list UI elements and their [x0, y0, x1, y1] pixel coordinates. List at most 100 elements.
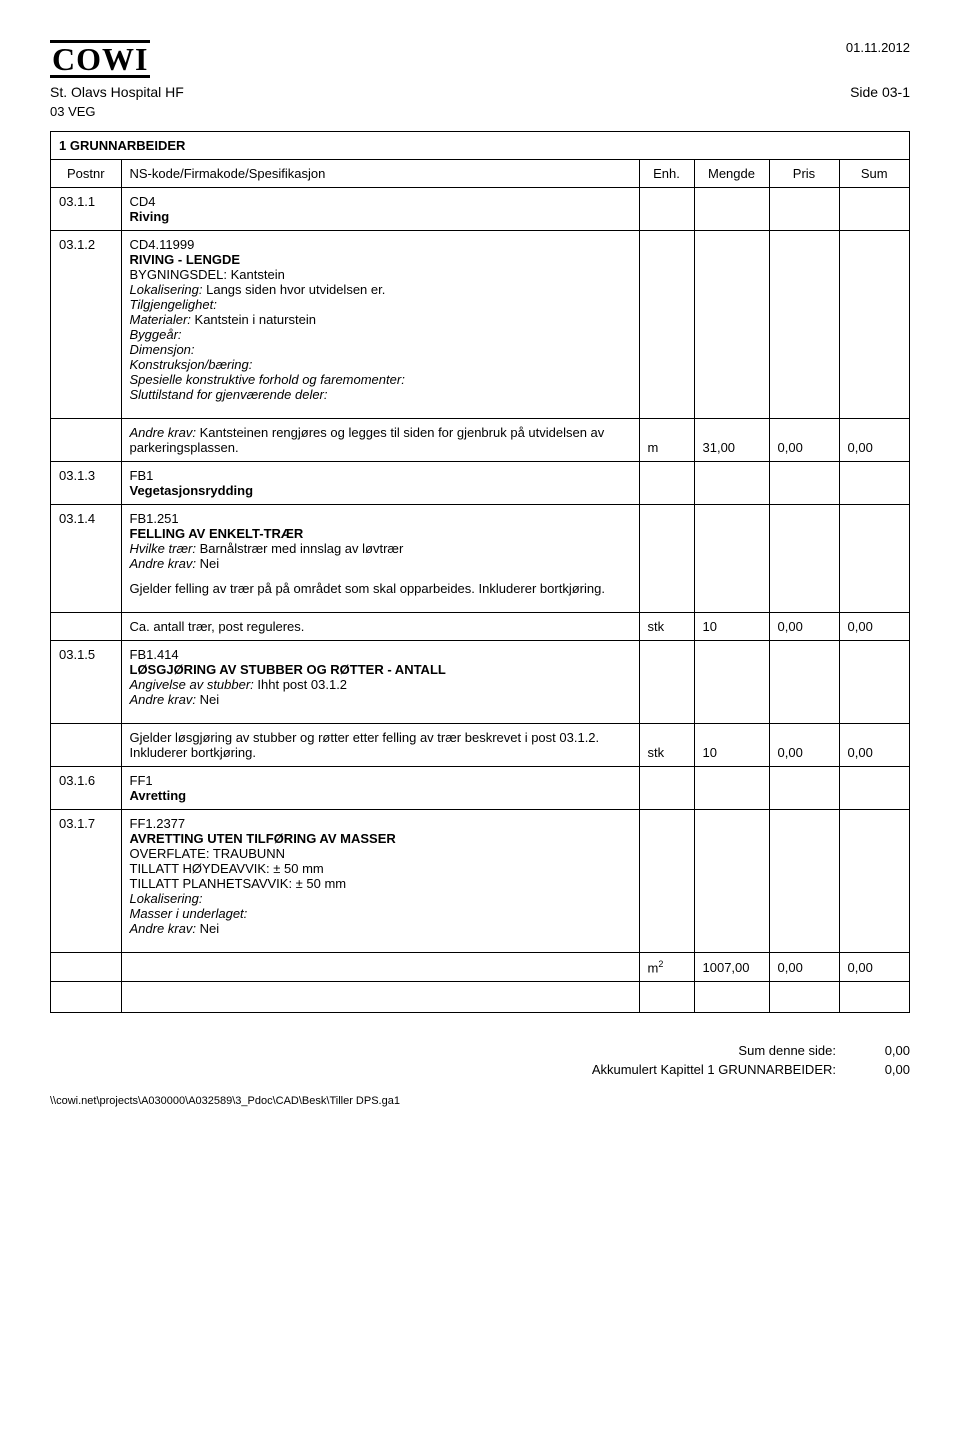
cell-sum	[839, 231, 909, 419]
spec-italic-line: Andre krav: Nei	[130, 556, 631, 571]
table-row: Gjelder løsgjøring av stubber og røtter …	[51, 724, 909, 767]
cell-spec: CD4.11999RIVING - LENGDEBYGNINGSDEL: Kan…	[121, 231, 639, 419]
spec-line: OVERFLATE: TRAUBUNN	[130, 846, 286, 861]
table-row: 03.1.2CD4.11999RIVING - LENGDEBYGNINGSDE…	[51, 231, 909, 419]
cell-spec: Andre krav: Kantsteinen rengjøres og leg…	[121, 419, 639, 462]
table-row: 03.1.4FB1.251FELLING AV ENKELT-TRÆRHvilk…	[51, 505, 909, 613]
spec-italic-line: Angivelse av stubber: Ihht post 03.1.2	[130, 677, 631, 692]
cell-pris: 0,00	[769, 419, 839, 462]
cell-sum: 0,00	[839, 419, 909, 462]
cell-enh: stk	[639, 724, 694, 767]
spec-italic-line: Spesielle konstruktive forhold og faremo…	[130, 372, 631, 387]
spec-line: BYGNINGSDEL: Kantstein	[130, 267, 285, 282]
spec-trailing: Andre krav: Kantsteinen rengjøres og leg…	[130, 425, 631, 455]
col-postnr: Postnr	[51, 160, 121, 188]
cell-mengde	[694, 462, 769, 505]
cell-postnr: 03.1.2	[51, 231, 121, 419]
cell-enh	[639, 767, 694, 810]
table-header-row: Postnr NS-kode/Firmakode/Spesifikasjon E…	[51, 160, 909, 188]
table-row: 03.1.7FF1.2377AVRETTING UTEN TILFØRING A…	[51, 810, 909, 953]
cell-postnr	[51, 613, 121, 641]
col-spec: NS-kode/Firmakode/Spesifikasjon	[121, 160, 639, 188]
spec-title: Avretting	[130, 788, 187, 803]
subheader-row: St. Olavs Hospital HF Side 03-1	[50, 84, 910, 100]
logo: COWI	[50, 40, 150, 78]
cell-sum: 0,00	[839, 724, 909, 767]
cell-sum	[839, 767, 909, 810]
cell-spec: FF1.2377AVRETTING UTEN TILFØRING AV MASS…	[121, 810, 639, 953]
cell-mengde: 10	[694, 613, 769, 641]
cell-enh	[639, 231, 694, 419]
cell-pris	[769, 767, 839, 810]
cell-pris: 0,00	[769, 724, 839, 767]
spec-italic-line: Dimensjon:	[130, 342, 631, 357]
spec-code: FB1	[130, 468, 154, 483]
cell-spec: FB1.414LØSGJØRING AV STUBBER OG RØTTER -…	[121, 641, 639, 724]
spec-italic-line: Byggeår:	[130, 327, 631, 342]
footer-sum-row: Sum denne side: 0,00	[50, 1043, 910, 1058]
spec-italic-line: Lokalisering:	[130, 891, 631, 906]
cell-mengde	[694, 641, 769, 724]
cell-mengde	[694, 188, 769, 231]
spec-section: 1 GRUNNARBEIDER Postnr NS-kode/Firmakode…	[50, 131, 910, 1013]
cell-postnr: 03.1.6	[51, 767, 121, 810]
spec-italic-line: Lokalisering: Langs siden hvor utvidelse…	[130, 282, 631, 297]
cell-mengde	[694, 767, 769, 810]
col-mengde: Mengde	[694, 160, 769, 188]
spec-italic-line: Masser i underlaget:	[130, 906, 631, 921]
footer-accum-value: 0,00	[860, 1062, 910, 1077]
cell-postnr	[51, 724, 121, 767]
footer-accum-label: Akkumulert Kapittel 1 GRUNNARBEIDER:	[592, 1062, 836, 1077]
cell-spec: FB1Vegetasjonsrydding	[121, 462, 639, 505]
spec-para: Gjelder felling av trær på på området so…	[130, 581, 631, 596]
cell-enh: m2	[639, 953, 694, 982]
page: COWI 01.11.2012 St. Olavs Hospital HF Si…	[0, 0, 960, 1137]
cell-mengde	[694, 810, 769, 953]
cell-spec	[121, 953, 639, 982]
spec-italic-line: Materialer: Kantstein i naturstein	[130, 312, 631, 327]
spec-title: AVRETTING UTEN TILFØRING AV MASSER	[130, 831, 396, 846]
header-row: COWI 01.11.2012	[50, 40, 910, 78]
spec-trailing: Ca. antall trær, post reguleres.	[130, 619, 631, 634]
cell-postnr	[51, 419, 121, 462]
cell-enh	[639, 505, 694, 613]
cell-pris	[769, 231, 839, 419]
cell-enh	[639, 462, 694, 505]
cell-mengde	[694, 231, 769, 419]
table-row: m21007,000,000,00	[51, 953, 909, 982]
table-row: 03.1.5FB1.414LØSGJØRING AV STUBBER OG RØ…	[51, 641, 909, 724]
spec-title: FELLING AV ENKELT-TRÆR	[130, 526, 304, 541]
footer-sum-label: Sum denne side:	[738, 1043, 836, 1058]
table-row: Andre krav: Kantsteinen rengjøres og leg…	[51, 419, 909, 462]
cell-pris	[769, 462, 839, 505]
table-row: 03.1.3FB1Vegetasjonsrydding	[51, 462, 909, 505]
cell-spec: CD4Riving	[121, 188, 639, 231]
cell-sum: 0,00	[839, 953, 909, 982]
cell-sum	[839, 462, 909, 505]
cell-postnr	[51, 953, 121, 982]
table-row: Ca. antall trær, post reguleres.stk100,0…	[51, 613, 909, 641]
spec-title: Riving	[130, 209, 170, 224]
cell-pris	[769, 188, 839, 231]
spec-line: TILLATT PLANHETSAVVIK: ± 50 mm	[130, 876, 347, 891]
cell-sum	[839, 505, 909, 613]
cell-enh	[639, 641, 694, 724]
spec-code: FB1.414	[130, 647, 179, 662]
footer-accum-row: Akkumulert Kapittel 1 GRUNNARBEIDER: 0,0…	[50, 1062, 910, 1077]
table-body: 03.1.1CD4Riving03.1.2CD4.11999RIVING - L…	[51, 188, 909, 1012]
spec-title: LØSGJØRING AV STUBBER OG RØTTER - ANTALL	[130, 662, 446, 677]
cell-enh	[639, 188, 694, 231]
cell-postnr: 03.1.5	[51, 641, 121, 724]
cell-spec: FF1Avretting	[121, 767, 639, 810]
cell-mengde	[694, 505, 769, 613]
spec-code: CD4.11999	[130, 237, 195, 252]
cell-spec: Gjelder løsgjøring av stubber og røtter …	[121, 724, 639, 767]
spec-code: FF1.2377	[130, 816, 186, 831]
cell-enh	[639, 810, 694, 953]
col-pris: Pris	[769, 160, 839, 188]
cell-mengde: 31,00	[694, 419, 769, 462]
table-row: 03.1.1CD4Riving	[51, 188, 909, 231]
table-row: 03.1.6FF1Avretting	[51, 767, 909, 810]
spec-table: Postnr NS-kode/Firmakode/Spesifikasjon E…	[51, 159, 909, 1012]
spec-italic-line: Tilgjengelighet:	[130, 297, 631, 312]
